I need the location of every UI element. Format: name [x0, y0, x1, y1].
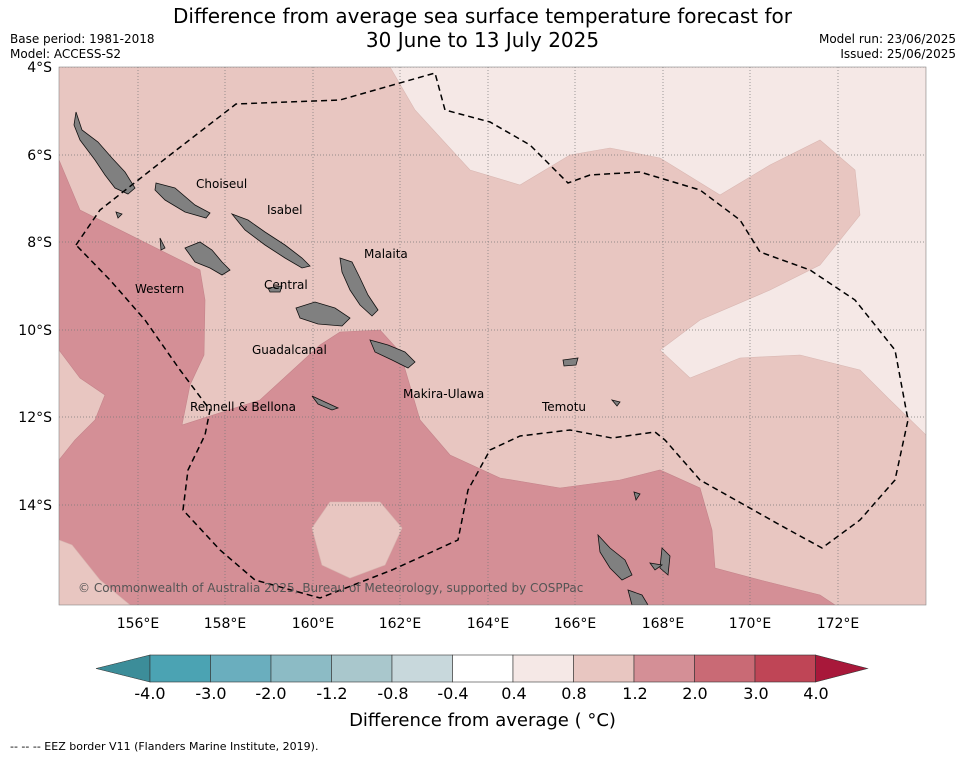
lat-label: 6°S [27, 148, 52, 164]
small-island-3 [633, 491, 641, 501]
colorbar-box [452, 654, 514, 683]
colorbar-box [512, 654, 574, 683]
sst-band-1_2-2_0-west [59, 159, 836, 605]
colorbar-extend-high [815, 654, 869, 683]
isabel-island [230, 213, 311, 269]
colorbar-tick: -1.2 [316, 684, 348, 703]
lon-label: 168°E [642, 616, 685, 632]
meta-right: Model run: 23/06/2025 Issued: 25/06/2025 [819, 32, 956, 62]
colorbar-tick: 0.4 [501, 684, 527, 703]
lon-label: 170°E [729, 616, 772, 632]
malaita-island [339, 257, 379, 317]
lat-label: 4°S [27, 60, 52, 76]
land-masses [73, 111, 671, 605]
colorbar-tick: 0.8 [561, 684, 587, 703]
colorbar-box [694, 654, 756, 683]
sst-band-0_8-1_2-sw-corner [59, 539, 131, 605]
colorbar-label: Difference from average ( °C) [349, 710, 616, 731]
small-island-1 [159, 237, 166, 251]
colorbar-box [754, 654, 816, 683]
vanuatu-island-3 [659, 547, 671, 576]
vanuatu-island-1 [597, 533, 633, 581]
label-guadalcanal: Guadalcanal [252, 343, 327, 357]
map-frame [58, 66, 927, 606]
meta-left: Base period: 1981-2018 Model: ACCESS-S2 [10, 32, 155, 62]
title-line-1: Difference from average sea surface temp… [172, 4, 792, 28]
colorbar-box [270, 654, 332, 683]
model-run-text: Model run: 23/06/2025 [818, 32, 956, 46]
colorbar-tick: 3.0 [743, 684, 769, 703]
lat-label: 10°S [18, 323, 52, 339]
colorbar-tick: 1.2 [622, 684, 648, 703]
rennell-island [311, 395, 340, 411]
colorbar-tick: 4.0 [803, 684, 829, 703]
label-central: Central [264, 278, 308, 292]
lon-label: 172°E [817, 616, 860, 632]
lat-label: 12°S [18, 410, 52, 426]
temotu-island-1 [562, 357, 579, 367]
colorbar-box [210, 654, 272, 683]
label-temotu: Temotu [541, 400, 586, 414]
western-island-1 [73, 111, 136, 195]
longitude-labels: 156°E 158°E 160°E 162°E 164°E 166°E 168°… [117, 616, 860, 632]
western-island-2 [184, 241, 231, 276]
colorbar-box [391, 654, 453, 683]
guadalcanal-island [295, 301, 351, 327]
sst-band-0_8-1_2-patch [311, 501, 403, 579]
graticule [59, 67, 926, 605]
title-line-2: 30 June to 13 July 2025 [365, 28, 600, 52]
colorbar-tick: -2.0 [255, 684, 287, 703]
colorbar-boxes [95, 654, 869, 683]
sst-map: 4°S 6°S 8°S 10°S 12°S 14°S 156°E 158°E 1… [18, 60, 927, 632]
label-malaita: Malaita [364, 247, 408, 261]
label-makira-ulawa: Makira-Ulawa [403, 387, 484, 401]
colorbar-box [149, 654, 211, 683]
label-choiseul: Choiseul [196, 177, 247, 191]
small-island-4 [649, 562, 664, 571]
eez-border [75, 72, 909, 599]
lon-label: 166°E [554, 616, 597, 632]
label-rennell-bellona: Rennell & Bellona [190, 400, 296, 414]
choiseul-island [154, 182, 211, 219]
lon-label: 162°E [379, 616, 422, 632]
colorbar-tick: -0.4 [437, 684, 469, 703]
map-plot-area [59, 67, 926, 605]
colorbar-tick: -3.0 [195, 684, 227, 703]
lat-label: 14°S [18, 498, 52, 514]
colorbar-tick: -4.0 [134, 684, 166, 703]
colorbar [95, 654, 869, 683]
chart-title: Difference from average sea surface temp… [0, 4, 965, 52]
colorbar-tick: -0.8 [377, 684, 409, 703]
issued-text: Issued: 25/06/2025 [840, 47, 956, 61]
lon-label: 164°E [467, 616, 510, 632]
label-western: Western [135, 282, 184, 296]
colorbar-extend-low [95, 654, 151, 683]
latitude-labels: 4°S 6°S 8°S 10°S 12°S 14°S [18, 60, 52, 514]
model-text: Model: ACCESS-S2 [10, 47, 122, 61]
vanuatu-island-2 [627, 589, 649, 605]
base-period-text: Base period: 1981-2018 [10, 32, 155, 46]
colorbar-box [633, 654, 695, 683]
label-isabel: Isabel [267, 203, 302, 217]
colorbar-box [331, 654, 393, 683]
colorbar-box [573, 654, 635, 683]
small-island-2 [115, 211, 123, 219]
eez-legend-note: -- -- -- EEZ border V11 (Flanders Marine… [10, 740, 319, 753]
lon-label: 158°E [204, 616, 247, 632]
temotu-island-2 [610, 399, 621, 407]
copyright-notice: © Commonwealth of Australia 2025, Bureau… [78, 581, 583, 595]
colorbar-tick: 2.0 [682, 684, 708, 703]
island-labels: Choiseul Isabel Malaita Western Central … [135, 177, 586, 414]
lat-label: 8°S [27, 235, 52, 251]
central-islands [267, 285, 283, 293]
lon-label: 160°E [292, 616, 335, 632]
sst-band-0_4-0_8-north [389, 67, 926, 436]
lon-label: 156°E [117, 616, 160, 632]
makira-island [369, 339, 416, 369]
colorbar-ticks: -4.0 -3.0 -2.0 -1.2 -0.8 -0.4 0.4 0.8 1.… [0, 684, 965, 706]
